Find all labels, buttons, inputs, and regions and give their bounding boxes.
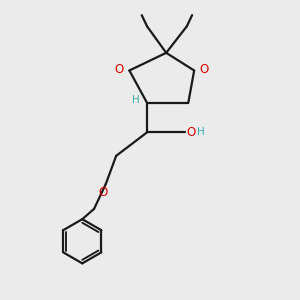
Text: H: H	[197, 127, 205, 137]
Text: H: H	[132, 95, 140, 105]
Text: O: O	[187, 126, 196, 139]
Text: O: O	[200, 63, 209, 76]
Text: O: O	[99, 186, 108, 199]
Text: O: O	[115, 63, 124, 76]
